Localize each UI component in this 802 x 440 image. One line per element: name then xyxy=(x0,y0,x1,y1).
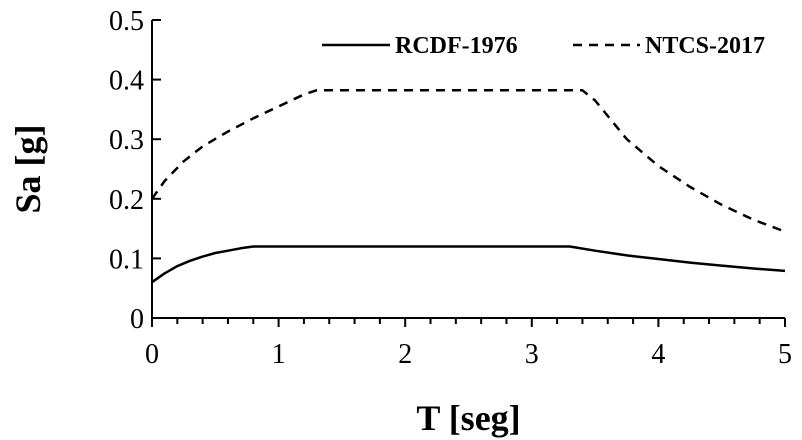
legend-label-ntcs-2017: NTCS-2017 xyxy=(645,33,765,59)
y-tick-label: 0 xyxy=(130,304,144,335)
x-axis-ticks: 0 1 2 3 4 5 xyxy=(145,318,792,370)
y-tick-label: 0.5 xyxy=(109,6,144,37)
y-tick-label: 0.1 xyxy=(109,244,144,275)
y-tick-label: 0.3 xyxy=(109,125,144,156)
x-tick-label: 3 xyxy=(525,339,539,370)
series-layer xyxy=(150,89,786,284)
series-line-rcdf-1976 xyxy=(151,245,786,284)
y-axis-title: Sa [g] xyxy=(8,125,48,214)
y-axis-ticks: 0 0.1 0.2 0.3 0.4 0.5 xyxy=(109,6,161,335)
y-tick-label: 0.2 xyxy=(109,185,144,216)
series-line-ntcs-2017 xyxy=(150,89,786,233)
x-tick-label: 2 xyxy=(398,339,412,370)
x-tick-label: 0 xyxy=(145,339,159,370)
legend-label-rcdf-1976: RCDF-1976 xyxy=(395,33,518,59)
y-tick-label: 0.4 xyxy=(109,66,144,97)
x-tick-label: 5 xyxy=(778,339,792,370)
legend: RCDF-1976 NTCS-2017 xyxy=(322,33,765,59)
x-tick-label: 1 xyxy=(272,339,286,370)
x-tick-label: 4 xyxy=(651,339,665,370)
x-axis-title: T [seg] xyxy=(416,398,520,438)
